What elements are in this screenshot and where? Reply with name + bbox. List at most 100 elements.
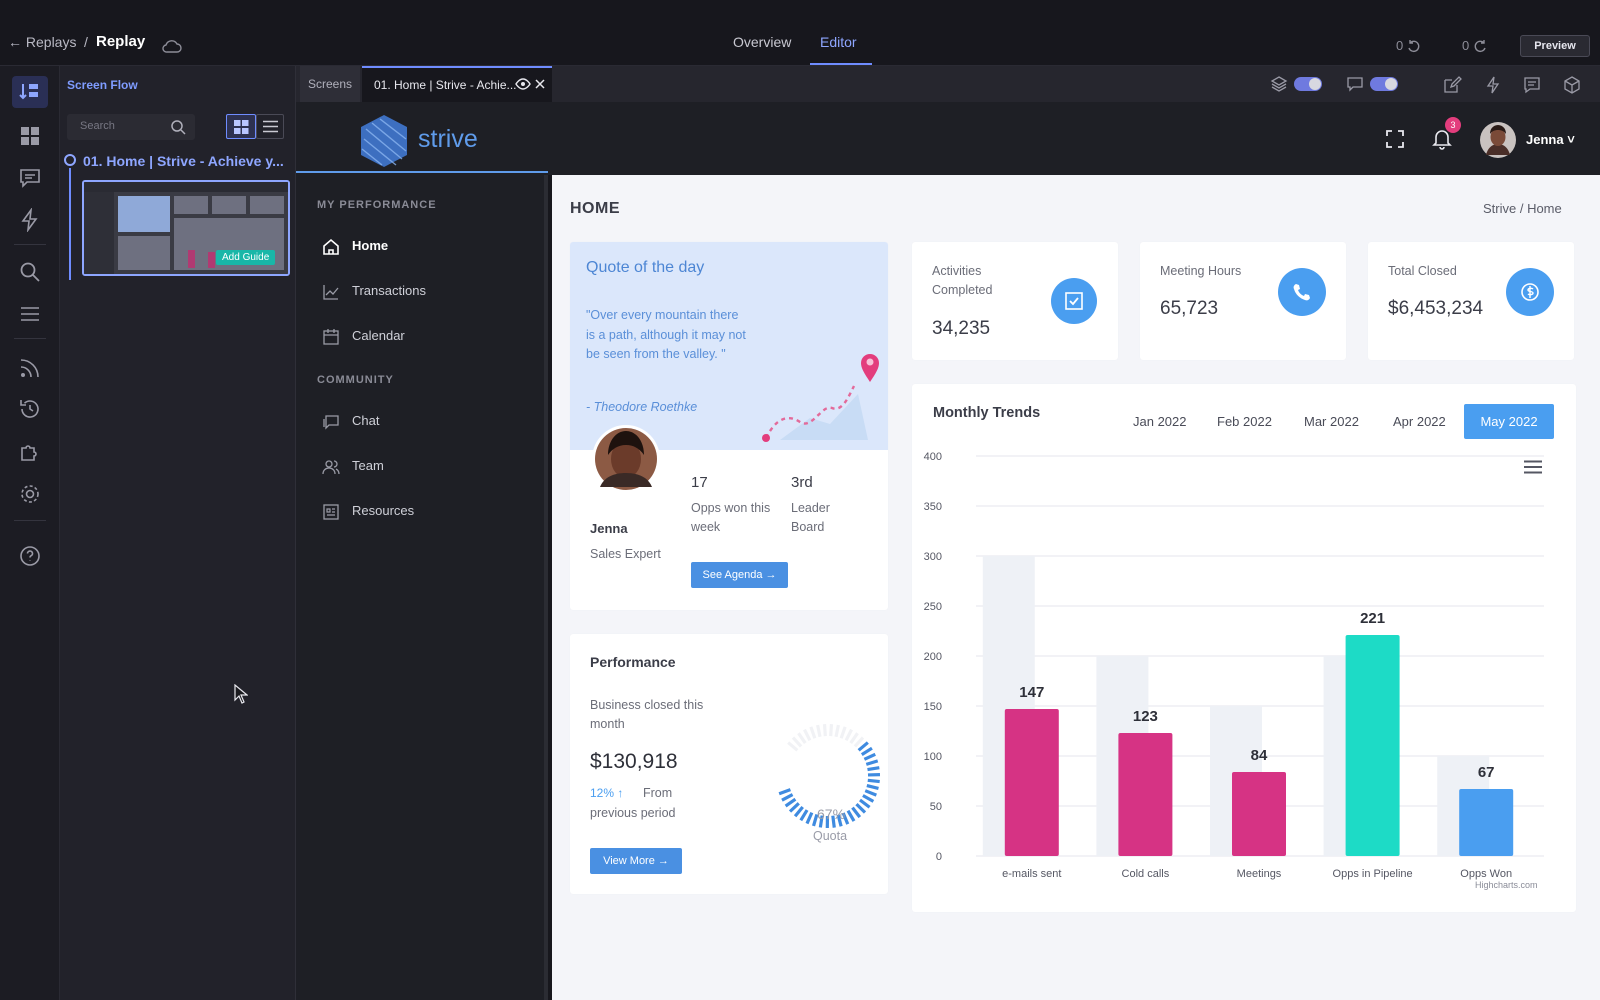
redo-count: 0: [1462, 38, 1470, 53]
view-more-button[interactable]: View More →: [590, 848, 682, 874]
tab-overview[interactable]: Overview: [733, 34, 792, 50]
lightning-icon[interactable]: [18, 208, 42, 232]
leaderboard-value: 3rd: [791, 474, 813, 491]
kpi-label: Meeting Hours: [1160, 264, 1242, 278]
flow-item-title[interactable]: 01. Home | Strive - Achieve y...: [83, 153, 284, 169]
performance-title: Performance: [590, 654, 676, 670]
lightning-icon[interactable]: [1484, 75, 1502, 95]
grid-icon[interactable]: [18, 124, 42, 148]
history-icon[interactable]: [18, 397, 42, 421]
gauge-tick: [829, 724, 834, 737]
flow-node: [64, 154, 76, 166]
back-link[interactable]: ← Replays: [8, 34, 77, 50]
kpi-icon-circle: [1506, 268, 1554, 316]
month-tab-apr[interactable]: Apr 2022: [1393, 414, 1446, 429]
list-view-button[interactable]: [256, 114, 284, 139]
path-map-illustration: [762, 354, 879, 442]
arrow-right-icon: →: [654, 855, 669, 867]
gear-icon[interactable]: [18, 482, 42, 506]
screen-flow-icon[interactable]: [18, 80, 42, 104]
list-icon[interactable]: [18, 302, 42, 326]
y-tick-label: 250: [924, 601, 942, 613]
user-menu[interactable]: Jenna ˅: [1526, 132, 1575, 147]
month-tab-mar[interactable]: Mar 2022: [1304, 414, 1359, 429]
nav-item-chat[interactable]: Chat: [322, 410, 542, 434]
bar[interactable]: [1345, 635, 1400, 856]
month-tab-may[interactable]: May 2022: [1464, 404, 1554, 439]
see-agenda-button[interactable]: See Agenda →: [691, 562, 788, 588]
grid-view-button[interactable]: [226, 114, 256, 139]
comments-toggle[interactable]: [1370, 77, 1398, 91]
data-label: 221: [1360, 610, 1385, 627]
chart-menu-icon[interactable]: [1524, 460, 1542, 474]
kpi-label: Activities Completed: [932, 264, 993, 297]
nav-item-home[interactable]: Home: [322, 235, 542, 259]
fullscreen-icon[interactable]: [1386, 130, 1404, 148]
gauge-tick: [863, 752, 876, 761]
tab-screens[interactable]: Screens: [300, 66, 360, 102]
gauge-tick: [834, 724, 840, 738]
puzzle-icon[interactable]: [18, 440, 42, 464]
comment-icon[interactable]: [1346, 75, 1364, 93]
comments-icon[interactable]: [18, 166, 42, 190]
arrow-right-icon: →: [762, 569, 777, 581]
help-icon[interactable]: [18, 544, 42, 568]
phone-icon: [1293, 284, 1310, 301]
x-tick-label: Meetings: [1237, 868, 1282, 880]
kpi-icon-circle: [1051, 278, 1097, 324]
edit-icon[interactable]: [1442, 75, 1462, 95]
layers-icon[interactable]: [1270, 75, 1288, 93]
tab-active-label: 01. Home | Strive - Achie...: [374, 78, 517, 92]
calendar-icon: [323, 329, 339, 345]
bar[interactable]: [1004, 709, 1059, 856]
bar[interactable]: [1232, 772, 1286, 856]
gauge-tick: [781, 793, 794, 802]
user-avatar[interactable]: [1480, 122, 1516, 158]
notification-badge: 3: [1445, 117, 1461, 133]
y-tick-label: 50: [930, 801, 942, 813]
arrow-up-icon: ↑: [614, 786, 624, 800]
month-tab-feb[interactable]: Feb 2022: [1217, 414, 1272, 429]
cube-icon[interactable]: [1562, 75, 1582, 95]
nav-label: Resources: [352, 503, 415, 518]
nav-label: Home: [352, 238, 389, 253]
gauge-tick: [788, 802, 800, 813]
gauge-percentage: 67%: [817, 806, 846, 822]
nav-item-resources[interactable]: Resources: [322, 500, 542, 524]
layers-toggle[interactable]: [1294, 77, 1322, 91]
undo-count: 0: [1396, 38, 1404, 53]
flow-search-input[interactable]: [67, 114, 195, 140]
nav-item-calendar[interactable]: Calendar: [322, 325, 542, 349]
bell-icon[interactable]: [1432, 128, 1452, 150]
nav-item-team[interactable]: Team: [322, 455, 542, 479]
gauge-tick: [799, 809, 809, 822]
preview-button[interactable]: Preview: [1520, 35, 1590, 57]
performance-description: Business closed this month: [590, 698, 704, 731]
gauge-tick: [784, 797, 797, 808]
cloud-icon: [161, 38, 183, 54]
undo-button[interactable]: 0: [1396, 36, 1426, 56]
redo-icon: [1474, 40, 1486, 53]
month-tab-jan[interactable]: Jan 2022: [1133, 414, 1187, 429]
y-tick-label: 300: [924, 551, 942, 563]
nav-label: Team: [352, 458, 384, 473]
tab-editor[interactable]: Editor: [820, 34, 857, 50]
grid-icon: [234, 120, 249, 134]
add-guide-button[interactable]: Add Guide: [216, 250, 276, 265]
icon-rail: [0, 66, 60, 1000]
bar[interactable]: [1118, 733, 1173, 856]
tab-active-screen[interactable]: [362, 66, 552, 102]
redo-button[interactable]: 0: [1462, 36, 1492, 56]
notes-icon[interactable]: [1522, 75, 1542, 95]
nav-item-transactions[interactable]: Transactions: [322, 280, 542, 304]
leaderboard-label: Leader Board: [791, 501, 830, 534]
close-icon[interactable]: [535, 79, 545, 89]
y-tick-label: 400: [924, 451, 942, 463]
eye-icon[interactable]: [515, 78, 531, 90]
search-icon[interactable]: [18, 260, 42, 284]
rail-divider: [14, 244, 46, 245]
breadcrumb-separator: /: [84, 34, 88, 50]
toggle-knob: [1385, 78, 1397, 90]
bar[interactable]: [1459, 789, 1514, 856]
feed-icon[interactable]: [18, 356, 42, 380]
